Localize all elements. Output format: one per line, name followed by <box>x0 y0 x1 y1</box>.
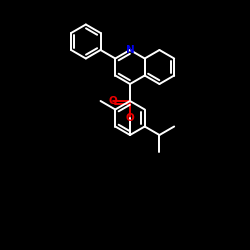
Text: N: N <box>126 45 134 55</box>
Text: O: O <box>126 113 134 123</box>
Text: O: O <box>108 96 118 106</box>
